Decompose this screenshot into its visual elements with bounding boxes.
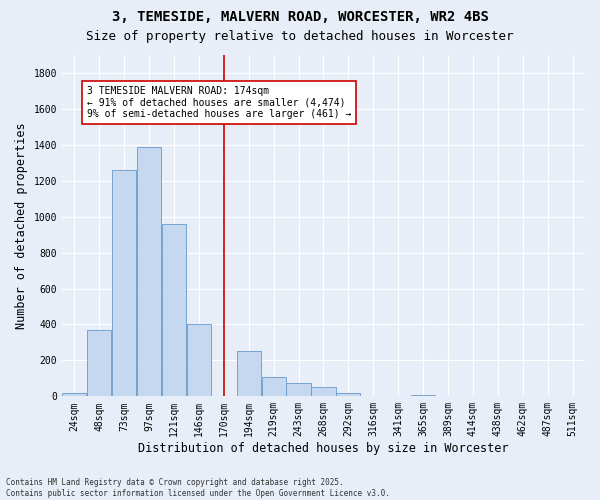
Bar [262, 376, 286, 396]
Bar [311, 388, 335, 396]
Bar [236, 352, 261, 397]
Text: 3 TEMESIDE MALVERN ROAD: 174sqm
← 91% of detached houses are smaller (4,474)
9% : 3 TEMESIDE MALVERN ROAD: 174sqm ← 91% of… [87, 86, 351, 118]
Bar [286, 383, 311, 396]
Bar [112, 170, 136, 396]
X-axis label: Distribution of detached houses by size in Worcester: Distribution of detached houses by size … [138, 442, 509, 455]
Bar [137, 146, 161, 396]
Bar [87, 330, 112, 396]
Bar [187, 324, 211, 396]
Bar [162, 224, 186, 396]
Bar [62, 392, 86, 396]
Text: Size of property relative to detached houses in Worcester: Size of property relative to detached ho… [86, 30, 514, 43]
Bar [336, 392, 361, 396]
Y-axis label: Number of detached properties: Number of detached properties [15, 122, 28, 329]
Text: 3, TEMESIDE, MALVERN ROAD, WORCESTER, WR2 4BS: 3, TEMESIDE, MALVERN ROAD, WORCESTER, WR… [112, 10, 488, 24]
Text: Contains HM Land Registry data © Crown copyright and database right 2025.
Contai: Contains HM Land Registry data © Crown c… [6, 478, 390, 498]
